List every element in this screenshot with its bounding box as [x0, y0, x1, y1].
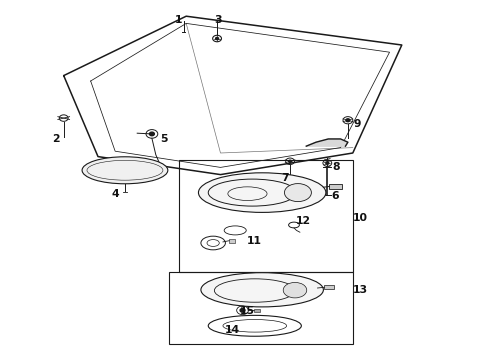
Text: 14: 14	[225, 325, 240, 335]
Text: 5: 5	[160, 134, 168, 144]
Bar	[329, 184, 342, 189]
Text: 11: 11	[246, 236, 261, 246]
Text: 2: 2	[52, 134, 60, 144]
Bar	[254, 309, 260, 312]
Circle shape	[326, 162, 329, 164]
Text: 10: 10	[353, 213, 368, 223]
Text: 8: 8	[332, 162, 340, 172]
Polygon shape	[306, 139, 348, 146]
Bar	[324, 285, 334, 289]
Circle shape	[289, 160, 292, 162]
Ellipse shape	[82, 157, 168, 184]
Text: 13: 13	[353, 285, 368, 295]
Ellipse shape	[283, 282, 307, 298]
Bar	[169, 272, 353, 344]
Circle shape	[346, 119, 350, 122]
Ellipse shape	[284, 184, 312, 202]
Text: 12: 12	[296, 216, 311, 226]
Bar	[179, 160, 353, 272]
Text: 1: 1	[175, 15, 183, 25]
Bar	[229, 239, 235, 243]
Text: 9: 9	[354, 119, 362, 129]
Text: 6: 6	[332, 191, 340, 201]
Ellipse shape	[198, 173, 326, 212]
Ellipse shape	[201, 273, 323, 307]
Circle shape	[149, 132, 154, 136]
Text: 15: 15	[240, 306, 255, 316]
Text: 4: 4	[111, 189, 119, 199]
Text: 7: 7	[281, 173, 289, 183]
Circle shape	[216, 37, 219, 40]
Text: 3: 3	[214, 15, 222, 25]
Circle shape	[240, 309, 245, 312]
